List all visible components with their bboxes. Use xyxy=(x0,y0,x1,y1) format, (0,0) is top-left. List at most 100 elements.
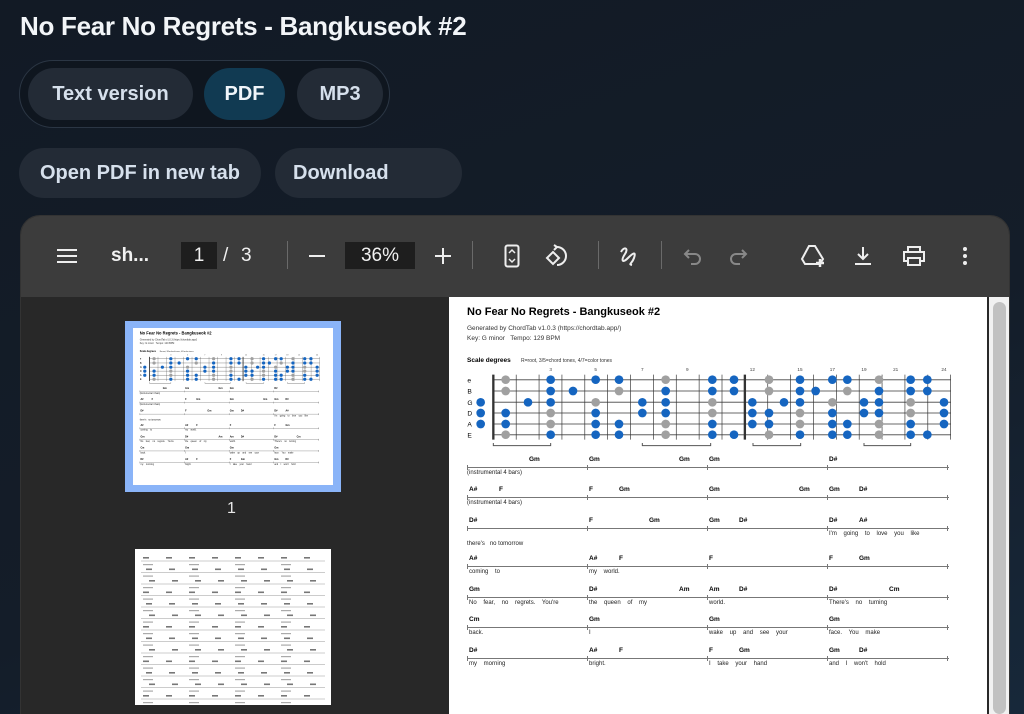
page-number-input[interactable]: 1 xyxy=(181,242,217,269)
chord-label: D# xyxy=(859,647,868,654)
scale-note-dot xyxy=(939,408,949,418)
chord-label: Gm xyxy=(185,387,190,390)
scale-note-dot xyxy=(273,357,278,361)
add-to-drive-icon[interactable] xyxy=(799,242,827,270)
string-label: D xyxy=(140,370,142,373)
more-vert-icon[interactable] xyxy=(955,242,975,270)
chord-label: Gm xyxy=(859,555,870,562)
scrollbar[interactable] xyxy=(989,297,1009,714)
thumb-text xyxy=(143,690,153,692)
thumb-text xyxy=(146,672,152,674)
scale-note-dot xyxy=(661,375,670,384)
undo-icon[interactable] xyxy=(681,242,705,270)
scale-note-dot xyxy=(211,373,216,377)
lyric-text: wake up and see your xyxy=(229,451,260,455)
scale-note-dot xyxy=(906,375,915,384)
scale-note-dot xyxy=(748,408,757,418)
scale-note-dot xyxy=(546,375,555,384)
lyric-text: I take your hand xyxy=(229,463,252,466)
open-pdf-new-tab-button[interactable]: Open PDF in new tab xyxy=(19,148,261,198)
scale-note-dot xyxy=(143,365,147,369)
page-total: 3 xyxy=(241,245,252,266)
chord-label: Gm xyxy=(285,423,290,427)
scale-note-dot xyxy=(591,430,600,439)
thumb-text xyxy=(146,603,152,605)
print-icon[interactable] xyxy=(901,242,927,270)
scale-note-dot xyxy=(185,369,190,373)
chord-label: Gm xyxy=(229,409,234,413)
rotate-icon[interactable] xyxy=(543,242,571,270)
chord-label: F xyxy=(229,458,232,461)
thumb-text xyxy=(212,591,218,594)
thumb-text xyxy=(215,672,221,674)
scale-note-dot xyxy=(614,430,624,439)
scale-note-dot xyxy=(828,408,837,418)
fit-page-icon[interactable] xyxy=(501,242,523,270)
tab-pdf[interactable]: PDF xyxy=(204,68,285,120)
lyric-text: No fear, no regrets. You're xyxy=(140,440,174,443)
chord-label: D# xyxy=(739,517,748,524)
chord-label: Gm xyxy=(274,446,279,450)
scale-note-dot xyxy=(203,369,207,373)
thumbnail-page-1[interactable]: No Fear No Regrets - Bangkuseok #2 Gener… xyxy=(125,321,341,492)
scale-note-dot xyxy=(661,408,670,418)
chord-label: D# xyxy=(285,398,289,401)
thumb-text xyxy=(149,683,155,686)
download-button[interactable]: Download xyxy=(275,148,462,198)
thumb-text xyxy=(235,690,245,692)
chord-label: Gm xyxy=(263,398,268,401)
lyric-text: bright. xyxy=(185,463,192,466)
thumb-text xyxy=(143,626,149,628)
thumb-text xyxy=(189,660,195,663)
scale-note-dot xyxy=(779,398,789,407)
scale-note-dot xyxy=(169,377,173,381)
scale-note-dot xyxy=(923,375,932,384)
fret-number: 21 xyxy=(893,367,899,372)
scale-note-dot xyxy=(501,386,510,396)
thumb-text xyxy=(166,626,172,628)
thumb-text xyxy=(218,614,224,617)
scale-note-dot xyxy=(203,365,207,369)
thumb-text xyxy=(281,644,291,646)
chord-label: D# xyxy=(469,647,478,654)
scale-note-dot xyxy=(261,365,266,369)
scale-note-dot xyxy=(261,369,266,373)
generated-by: Generated by ChordTab v1.0.3 (https://ch… xyxy=(139,338,198,342)
thumb-text xyxy=(143,575,153,577)
thumb-text xyxy=(189,633,199,635)
tab-text-version[interactable]: Text version xyxy=(28,68,193,120)
chord-label: D# xyxy=(739,586,748,593)
scale-note-dot xyxy=(591,408,600,418)
zoom-in-icon[interactable] xyxy=(432,242,454,270)
thumb-text xyxy=(307,672,313,674)
tab-mp3[interactable]: MP3 xyxy=(297,68,383,120)
download-icon[interactable] xyxy=(851,242,875,270)
zoom-out-icon[interactable] xyxy=(306,242,328,270)
thumbnail-page-2[interactable] xyxy=(135,549,331,705)
scale-note-dot xyxy=(279,377,283,381)
scale-note-dot xyxy=(211,365,216,369)
chord-label: D# xyxy=(829,456,838,463)
scale-note-dot xyxy=(795,430,805,439)
scale-note-dot xyxy=(303,357,307,361)
thumb-text xyxy=(143,656,153,658)
chord-label: F xyxy=(151,398,154,401)
view-tabs: Text version PDF MP3 xyxy=(19,60,390,128)
thumb-text xyxy=(304,626,310,628)
thumb-text xyxy=(143,695,149,697)
annotate-icon[interactable] xyxy=(617,242,643,270)
chord-label: Gm xyxy=(469,586,480,593)
zoom-level-input[interactable]: 36% xyxy=(345,242,415,269)
scale-note-dot xyxy=(273,365,278,369)
scale-note-dot xyxy=(828,398,837,407)
thumb-text xyxy=(192,672,198,674)
thumb-text xyxy=(258,695,264,697)
thumb-text xyxy=(143,660,149,663)
thumb-text xyxy=(235,575,245,577)
redo-icon[interactable] xyxy=(726,242,750,270)
lyric-text: face. You make xyxy=(829,630,881,636)
scale-note-dot xyxy=(614,375,624,384)
thumb-text xyxy=(281,702,291,704)
menu-icon[interactable] xyxy=(53,242,81,270)
scrollbar-thumb[interactable] xyxy=(993,302,1006,714)
